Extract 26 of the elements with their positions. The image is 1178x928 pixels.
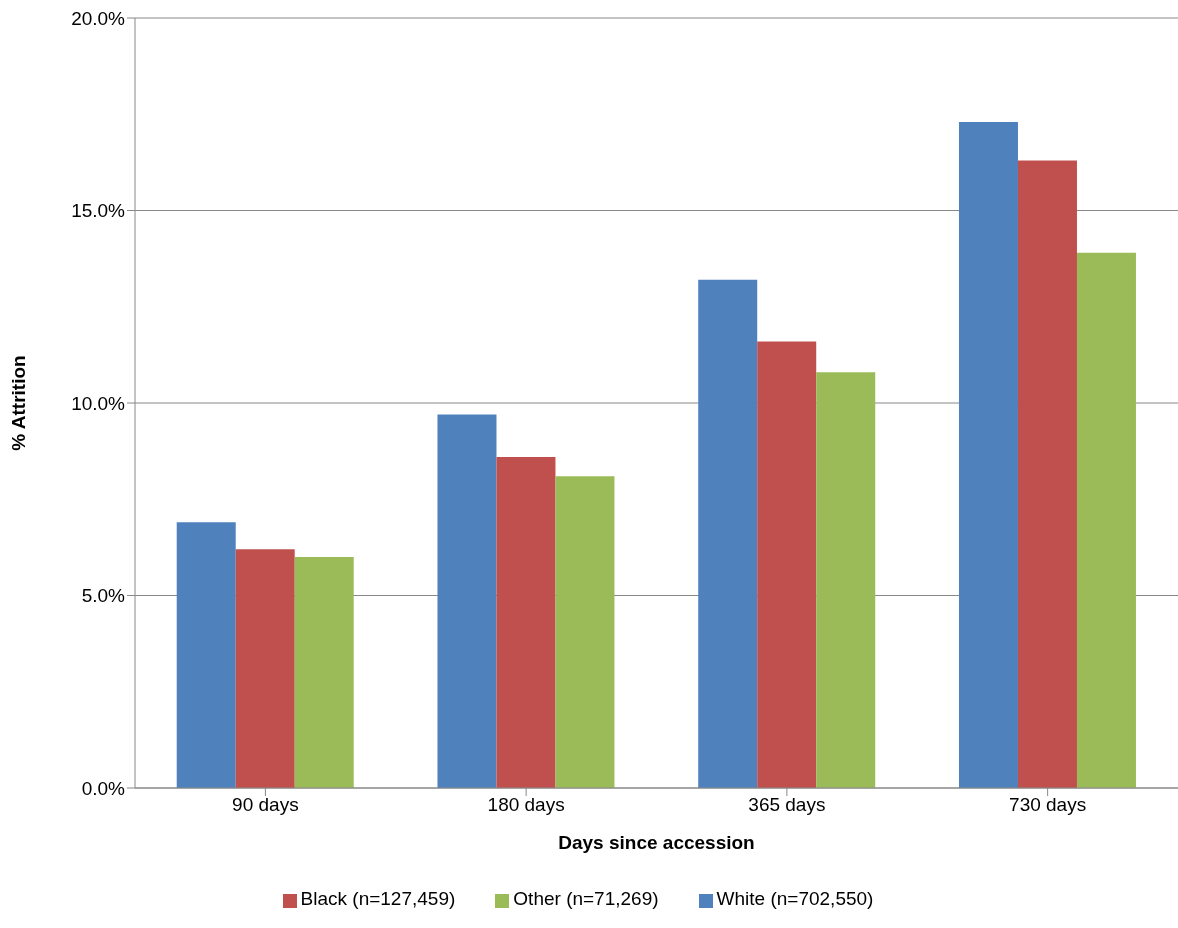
x-axis-title: Days since accession bbox=[558, 832, 755, 854]
bar bbox=[757, 341, 817, 788]
legend-label: White (n=702,550) bbox=[716, 888, 874, 909]
bar bbox=[437, 414, 497, 788]
x-tick-label: 365 days bbox=[748, 794, 826, 816]
bar bbox=[1076, 252, 1136, 788]
bar bbox=[816, 372, 876, 788]
bar bbox=[235, 549, 295, 788]
bar bbox=[1017, 160, 1077, 788]
y-tick-label: 5.0% bbox=[81, 585, 126, 607]
y-axis-title: % Attrition bbox=[7, 355, 29, 451]
bar bbox=[958, 121, 1018, 788]
legend-label: Black (n=127,459) bbox=[300, 888, 456, 909]
bar bbox=[555, 476, 615, 788]
x-tick-label: 180 days bbox=[487, 794, 565, 816]
y-tick-label: 0.0% bbox=[81, 777, 126, 799]
bar bbox=[698, 279, 758, 788]
x-tick-label: 730 days bbox=[1009, 794, 1087, 816]
bar bbox=[176, 522, 236, 788]
x-tick-label: 90 days bbox=[232, 794, 299, 816]
legend-label: Other (n=71,269) bbox=[513, 888, 659, 909]
y-tick-label: 15.0% bbox=[71, 200, 126, 222]
y-tick-label: 20.0% bbox=[71, 7, 126, 29]
y-tick-label: 10.0% bbox=[71, 392, 126, 414]
bar bbox=[294, 557, 354, 788]
bar bbox=[496, 456, 556, 788]
